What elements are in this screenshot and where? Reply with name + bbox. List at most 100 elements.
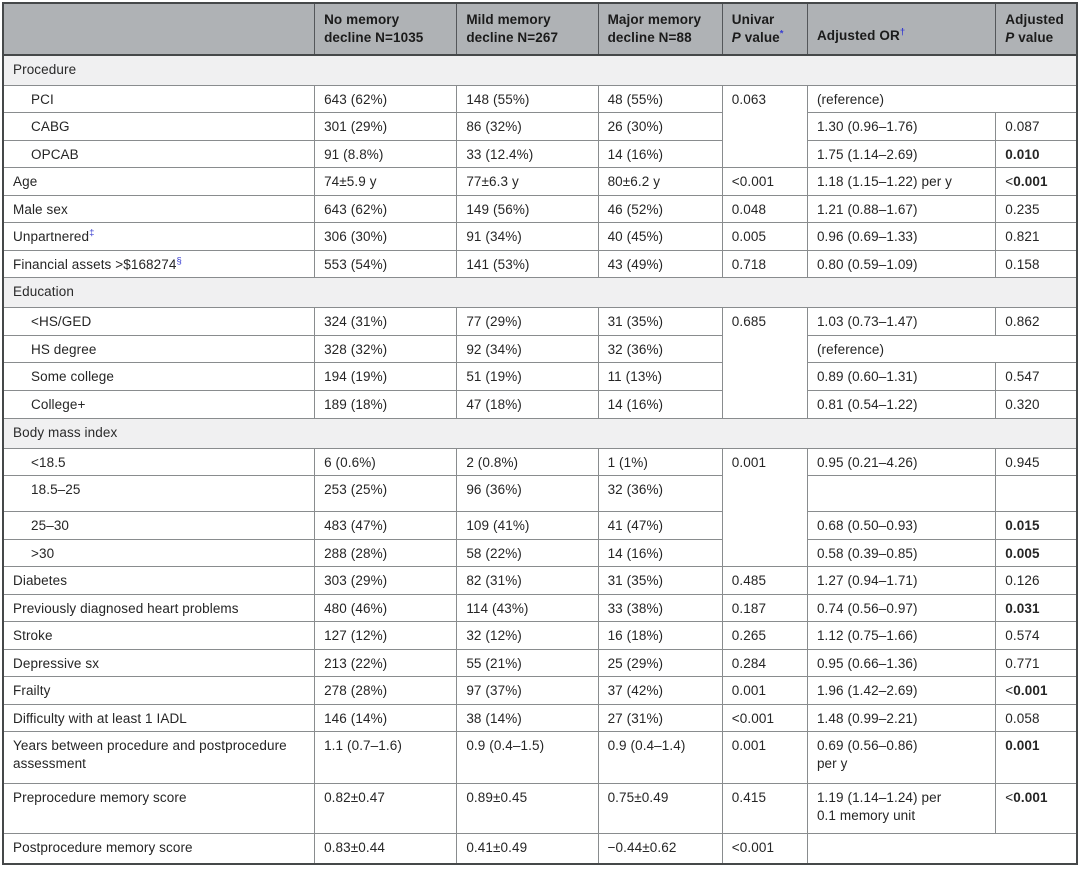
table-row-cabg: CABG 301 (29%) 86 (32%) 26 (30%) 1.30 (0… xyxy=(2,112,1078,141)
table-row-hs-degree: HS degree 328 (32%) 92 (34%) 32 (36%) (r… xyxy=(2,334,1078,364)
table-row-male-sex: Male sex 643 (62%) 149 (56%) 46 (52%) 0.… xyxy=(2,194,1078,224)
table-row-stroke: Stroke 127 (12%) 32 (12%) 16 (18%) 0.265… xyxy=(2,621,1078,650)
cell: 33 (12.4%) xyxy=(456,139,599,169)
cell-univar-p: 0.001 xyxy=(721,676,808,705)
cell-adj-p: 0.087 xyxy=(995,112,1078,141)
cell: 278 (28%) xyxy=(314,676,458,705)
cell: 14 (16%) xyxy=(597,139,723,169)
cell: 0.41±0.49 xyxy=(456,833,599,865)
cell: 146 (14%) xyxy=(314,703,458,733)
cell-adj-p: 0.031 xyxy=(995,593,1078,623)
cell-adj-p: 0.862 xyxy=(995,307,1078,336)
cell-adj-p: 0.126 xyxy=(995,566,1078,595)
col-header-mild-memory: Mild memory decline N=267 xyxy=(456,2,599,56)
cell: 38 (14%) xyxy=(456,703,599,733)
cell-univar-p: 0.005 xyxy=(721,222,808,251)
row-label: Preprocedure memory score xyxy=(2,783,316,835)
cell: 91 (34%) xyxy=(456,222,599,251)
table-row-frailty: Frailty 278 (28%) 97 (37%) 37 (42%) 0.00… xyxy=(2,676,1078,705)
cell: 25 (29%) xyxy=(597,648,723,678)
memory-decline-table: No memory decline N=1035 Mild memory decli… xyxy=(2,2,1078,865)
cell-univar-p: 0.187 xyxy=(721,593,808,623)
cell-adj-p: 0.058 xyxy=(995,703,1078,733)
cell: 1.1 (0.7–1.6) xyxy=(314,731,458,785)
table-row-bmi-under-18-5: <18.5 6 (0.6%) 2 (0.8%) 1 (1%) 0.001 0.9… xyxy=(2,447,1078,568)
cell: 643 (62%) xyxy=(314,194,458,224)
cell: 0.83±0.44 xyxy=(314,833,458,865)
row-label: Years between procedure and postprocedur… xyxy=(2,731,316,785)
row-label: 18.5–25 xyxy=(2,475,316,513)
row-label: Previously diagnosed heart problems xyxy=(2,593,316,623)
cell: 480 (46%) xyxy=(314,593,458,623)
cell-or: 1.48 (0.99–2.21) xyxy=(806,703,997,733)
row-label: Age xyxy=(2,167,316,196)
row-label: <HS/GED xyxy=(2,307,316,336)
cell: 0.82±0.47 xyxy=(314,783,458,835)
cell: 31 (35%) xyxy=(597,566,723,595)
cell: 31 (35%) xyxy=(597,307,723,336)
section-label: Body mass index xyxy=(2,417,1078,449)
cell-or: 1.30 (0.96–1.76) xyxy=(806,112,997,141)
cell: 96 (36%) xyxy=(456,475,599,513)
cell-adj-p: 0.001 xyxy=(995,731,1078,785)
cell: 6 (0.6%) xyxy=(314,447,458,477)
cell: 32 (12%) xyxy=(456,621,599,650)
footnote-dagger: † xyxy=(899,26,906,38)
cell-or: 0.89 (0.60–1.31) xyxy=(806,362,997,391)
cell-adj-p: <0.001 xyxy=(995,783,1078,835)
table-row-bmi-25-30: 25–30 483 (47%) 109 (41%) 41 (47%) 0.68 … xyxy=(2,511,1078,540)
section-row-procedure: Procedure xyxy=(2,54,1078,86)
row-label: Difficulty with at least 1 IADL xyxy=(2,703,316,733)
cell-or: 1.75 (1.14–2.69) xyxy=(806,139,997,169)
cell: 48 (55%) xyxy=(597,84,723,114)
cell: 91 (8.8%) xyxy=(314,139,458,169)
cell-adj-p: 0.320 xyxy=(995,389,1078,419)
cell: 92 (34%) xyxy=(456,334,599,364)
cell: 77 (29%) xyxy=(456,307,599,336)
cell-univar-p: 0.001 xyxy=(721,731,808,785)
cell: 27 (31%) xyxy=(597,703,723,733)
cell: 16 (18%) xyxy=(597,621,723,650)
cell-univar-p: <0.001 xyxy=(721,167,808,196)
row-label: Some college xyxy=(2,362,316,391)
section-label: Education xyxy=(2,277,1078,309)
cell-or: 1.12 (0.75–1.66) xyxy=(806,621,997,650)
table-row-bmi-over-30: >30 288 (28%) 58 (22%) 14 (16%) 0.58 (0.… xyxy=(2,538,1078,568)
cell: 32 (36%) xyxy=(597,475,723,513)
cell-univar-p: 0.048 xyxy=(721,194,808,224)
cell-univar-p: 0.718 xyxy=(721,249,808,279)
table-row-pci: PCI 643 (62%) 148 (55%) 48 (55%) 0.063 (… xyxy=(2,84,1078,169)
cell-or: 1.96 (1.42–2.69) xyxy=(806,676,997,705)
cell-or: 0.74 (0.56–0.97) xyxy=(806,593,997,623)
footnote-section-mark: § xyxy=(176,255,182,267)
table-row-financial-assets: Financial assets >$168274§ 553 (54%) 141… xyxy=(2,249,1078,279)
cell: 80±6.2 y xyxy=(597,167,723,196)
row-label: Postprocedure memory score xyxy=(2,833,316,865)
cell-or: 1.27 (0.94–1.71) xyxy=(806,566,997,595)
cell-univar-p: 0.265 xyxy=(721,621,808,650)
row-label: Frailty xyxy=(2,676,316,705)
cell: 37 (42%) xyxy=(597,676,723,705)
cell: 2 (0.8%) xyxy=(456,447,599,477)
table-row-heart-problems: Previously diagnosed heart problems 480 … xyxy=(2,593,1078,623)
table-row-post-memory: Postprocedure memory score 0.83±0.44 0.4… xyxy=(2,833,1078,865)
cell: 643 (62%) xyxy=(314,84,458,114)
cell-adj-p: 0.771 xyxy=(995,648,1078,678)
cell-reference: (reference) xyxy=(806,334,1078,364)
cell: 86 (32%) xyxy=(456,112,599,141)
row-label: Unpartnered‡ xyxy=(2,222,316,251)
cell: 213 (22%) xyxy=(314,648,458,678)
row-label: Depressive sx xyxy=(2,648,316,678)
cell-univar-p: 0.063 xyxy=(721,84,808,169)
cell-or: 1.21 (0.88–1.67) xyxy=(806,194,997,224)
table-row-pre-memory: Preprocedure memory score 0.82±0.47 0.89… xyxy=(2,783,1078,835)
cell: 40 (45%) xyxy=(597,222,723,251)
cell-or: 0.96 (0.69–1.33) xyxy=(806,222,997,251)
cell: 141 (53%) xyxy=(456,249,599,279)
cell-univar-p: 0.685 xyxy=(721,307,808,419)
row-label: HS degree xyxy=(2,334,316,364)
cell-univar-p: 0.001 xyxy=(721,447,808,568)
cell: 58 (22%) xyxy=(456,538,599,568)
row-label: Diabetes xyxy=(2,566,316,595)
row-label: OPCAB xyxy=(2,139,316,169)
